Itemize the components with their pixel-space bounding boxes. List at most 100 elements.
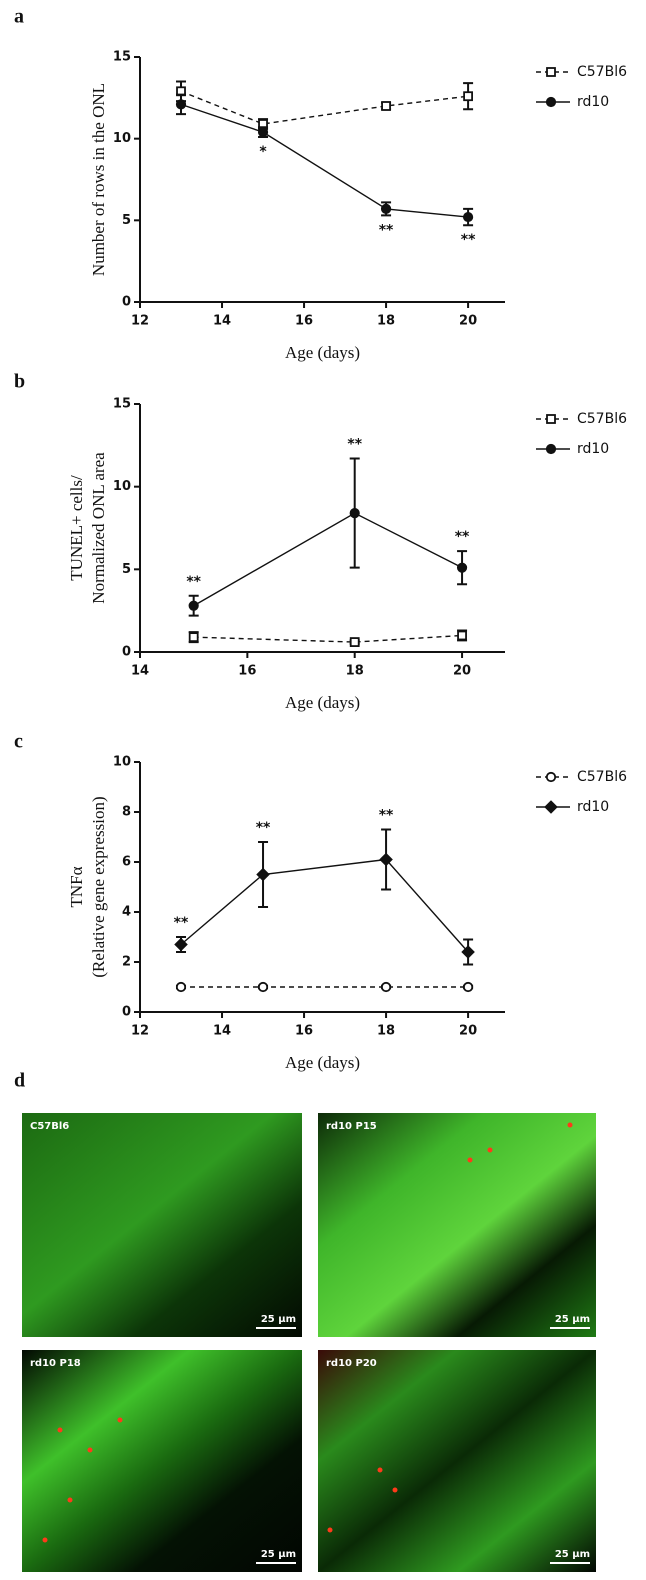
significance: **	[461, 232, 476, 248]
marker	[457, 630, 467, 641]
y-tick-label: 6	[122, 855, 131, 870]
y-tick-label: 5	[122, 213, 131, 228]
marker	[545, 443, 557, 455]
significance: **	[174, 915, 189, 931]
legend-label: C57Bl6	[577, 411, 627, 427]
micrographs: d	[14, 1070, 596, 1572]
panel-label: b	[14, 371, 25, 393]
micrograph-label: rd10 P20	[326, 1358, 377, 1369]
micrograph-label: rd10 P15	[326, 1121, 377, 1132]
x-tick-label: 20	[459, 1024, 477, 1039]
red-cells	[42, 1122, 573, 1543]
x-axis-title: Age (days)	[285, 343, 360, 362]
marker	[461, 945, 475, 959]
series-line	[193, 634, 463, 643]
y-tick-label: 15	[113, 397, 131, 412]
series-line	[180, 858, 469, 953]
significance: *	[259, 144, 267, 160]
y-tick-label: 10	[113, 755, 131, 770]
y-axis-title: TUNEL+ cells/	[67, 475, 86, 581]
x-tick-label: 14	[131, 664, 149, 679]
x-tick-label: 12	[131, 1024, 149, 1039]
series-line	[180, 90, 469, 125]
y-axis-title: TNFα	[67, 866, 86, 907]
significance: **	[186, 574, 201, 590]
marker	[175, 99, 187, 110]
marker	[463, 91, 473, 102]
micrograph-label: C57Bl6	[30, 1121, 69, 1132]
legend-label: rd10	[577, 94, 609, 110]
micrograph-label: rd10 P18	[30, 1358, 81, 1369]
panel-label: d	[14, 1070, 25, 1092]
scale-bar-label: 25 µm	[555, 1314, 590, 1325]
marker	[380, 203, 392, 214]
marker	[257, 127, 269, 138]
x-tick-label: 12	[131, 314, 149, 329]
x-tick-label: 16	[238, 664, 256, 679]
series-line	[193, 512, 463, 607]
y-tick-label: 0	[122, 1005, 131, 1020]
scale-bar-label: 25 µm	[261, 1314, 296, 1325]
marker	[349, 637, 360, 647]
panel-label: a	[14, 6, 24, 28]
y-axis-title: (Relative gene expression)	[89, 796, 108, 977]
series-line	[180, 103, 469, 218]
panel-label: c	[14, 731, 23, 753]
marker	[256, 867, 270, 882]
scale-bar-label: 25 µm	[261, 1549, 296, 1560]
y-tick-label: 10	[113, 479, 131, 494]
x-tick-label: 20	[453, 664, 471, 679]
x-axis-title: Age (days)	[285, 693, 360, 712]
y-tick-label: 0	[122, 645, 131, 660]
y-tick-label: 10	[113, 131, 131, 146]
legend-label: C57Bl6	[577, 769, 627, 785]
x-axis-title: Age (days)	[285, 1053, 360, 1072]
x-tick-label: 18	[346, 664, 364, 679]
x-tick-label: 18	[377, 314, 395, 329]
y-tick-label: 2	[122, 955, 131, 970]
y-tick-label: 5	[122, 562, 131, 577]
y-axis-title: Number of rows in the ONL	[89, 83, 108, 276]
marker	[544, 800, 558, 814]
x-tick-label: 14	[213, 1024, 231, 1039]
micrograph	[22, 1350, 302, 1572]
x-tick-label: 16	[295, 314, 313, 329]
y-tick-label: 15	[113, 50, 131, 65]
y-axis-title: Normalized ONL area	[89, 452, 108, 604]
y-tick-label: 0	[122, 295, 131, 310]
x-tick-label: 14	[213, 314, 231, 329]
significance: **	[379, 808, 394, 824]
x-tick-label: 20	[459, 314, 477, 329]
scale-bar-label: 25 µm	[555, 1549, 590, 1560]
marker	[545, 771, 557, 783]
micrograph	[318, 1350, 596, 1572]
x-tick-label: 16	[295, 1024, 313, 1039]
y-tick-label: 4	[122, 905, 131, 920]
marker	[257, 981, 269, 993]
marker	[188, 632, 199, 643]
marker	[546, 67, 556, 77]
marker	[462, 211, 474, 223]
marker	[175, 981, 187, 993]
y-tick-label: 8	[122, 805, 131, 820]
marker	[456, 562, 468, 573]
significance: **	[455, 529, 470, 545]
significance: **	[256, 820, 271, 836]
marker	[188, 600, 199, 611]
marker	[381, 101, 391, 111]
marker	[546, 414, 556, 424]
significance: **	[379, 222, 394, 238]
x-tick-label: 18	[377, 1024, 395, 1039]
marker	[380, 981, 392, 993]
marker	[545, 96, 557, 108]
significance: **	[347, 437, 362, 453]
marker	[462, 981, 474, 993]
legend-label: rd10	[577, 441, 609, 457]
legend-label: C57Bl6	[577, 64, 627, 80]
marker	[379, 852, 393, 867]
marker	[174, 937, 188, 952]
micrograph	[22, 1113, 302, 1337]
marker	[349, 508, 360, 519]
micrograph	[318, 1113, 596, 1337]
